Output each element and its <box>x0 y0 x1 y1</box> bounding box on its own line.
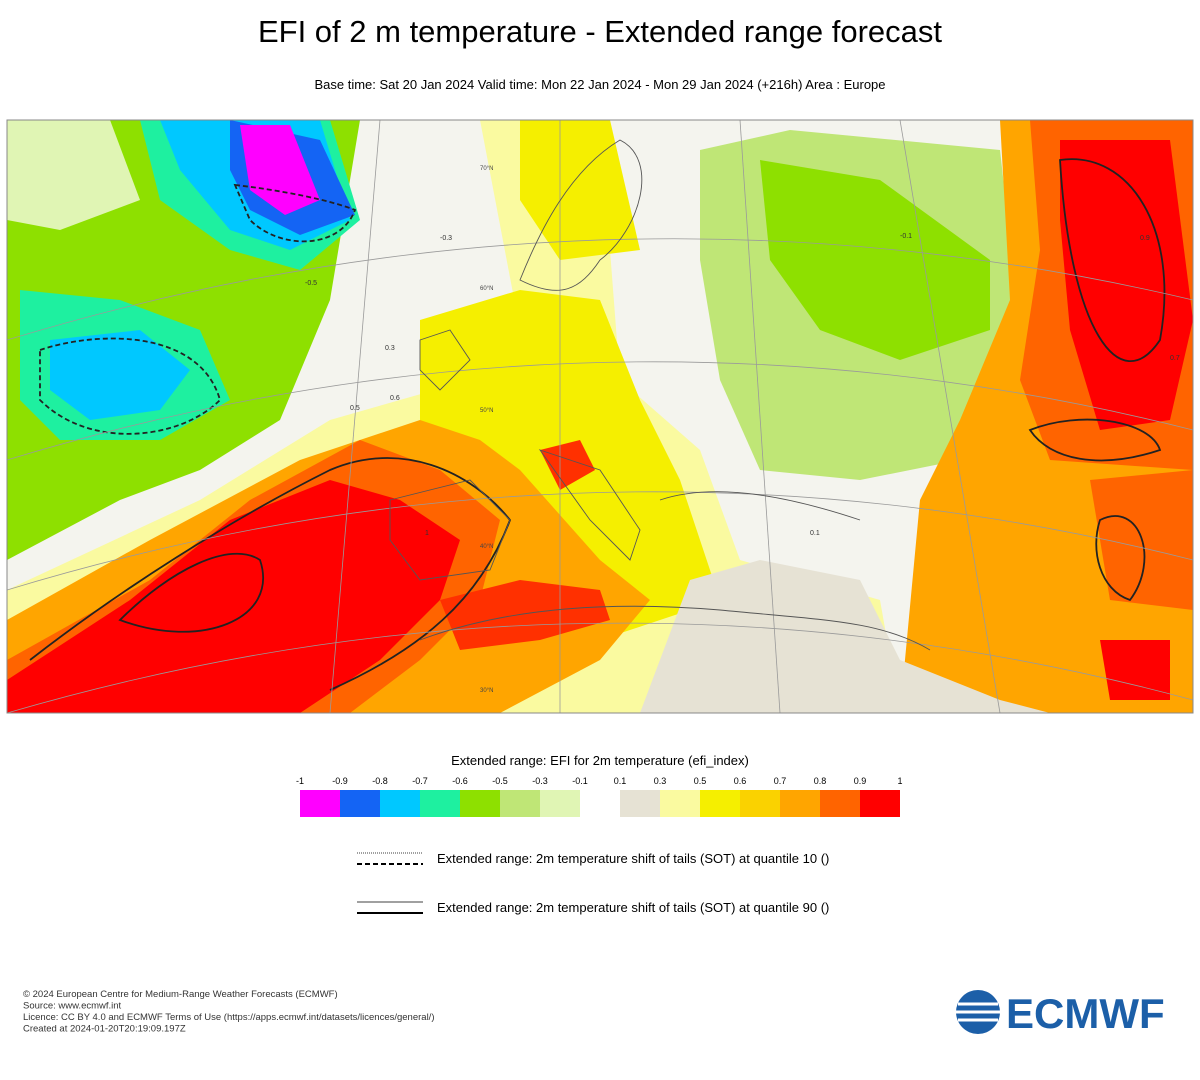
colorbar: -1 -0.9 -0.8 -0.7 -0.6 -0.5 -0.3 -0.1 0.1 0.3 0.5 0… <box>296 776 903 817</box>
colorbar-tick-label: -0.7 <box>412 776 428 786</box>
colorbar-tick-label: 0.6 <box>734 776 747 786</box>
colorbar-tick-label: 0.3 <box>654 776 667 786</box>
colorbar-bin <box>660 790 700 817</box>
colorbar-tick-label: -0.6 <box>452 776 468 786</box>
legend-label: Extended range: 2m temperature shift of … <box>437 851 829 866</box>
colorbar-tick-label: 1 <box>897 776 902 786</box>
contour-label: 0.1 <box>810 530 820 537</box>
sot-10-contours <box>39 183 357 435</box>
colorbar-tick-label: -0.8 <box>372 776 388 786</box>
colorbar-tick-label: 0.5 <box>694 776 707 786</box>
colorbar-tick-label: 0.1 <box>614 776 627 786</box>
contour-label: 1 <box>425 530 429 537</box>
latitude-label: 60°N <box>480 286 493 292</box>
colorbar-tick-label: -1 <box>296 776 304 786</box>
graticule <box>7 120 1193 713</box>
colorbar-bin <box>860 790 900 817</box>
colorbar-bin <box>500 790 540 817</box>
colorbar-bin <box>300 790 340 817</box>
footer: © 2024 European Centre for Medium-Range … <box>23 989 435 1035</box>
latitude-label: 50°N <box>480 408 493 414</box>
colorbar-tick-label: -0.3 <box>532 776 548 786</box>
contour-label: -0.1 <box>900 233 912 240</box>
colorbar-tick-label: 0.7 <box>774 776 787 786</box>
coastlines <box>389 139 931 651</box>
contour-label: -0.3 <box>440 235 452 242</box>
colorbar-bin <box>420 790 460 817</box>
contour-label: 0.7 <box>1170 355 1180 362</box>
logo: ECMWF <box>956 990 1165 1037</box>
legend: Extended range: 2m temperature shift of … <box>357 851 829 915</box>
contour-label: -0.5 <box>305 280 317 287</box>
colorbar-bin <box>380 790 420 817</box>
map-frame <box>6 119 1194 714</box>
colorbar-bin <box>700 790 740 817</box>
colorbar-bin <box>820 790 860 817</box>
colorbar-tick-label: 0.9 <box>854 776 867 786</box>
colorbar-bin <box>740 790 780 817</box>
latitude-label: 40°N <box>480 544 493 550</box>
footer-line: © 2024 European Centre for Medium-Range … <box>23 989 338 1000</box>
colorbar-bin <box>620 790 660 817</box>
title: EFI of 2 m temperature - Extended range … <box>258 14 942 49</box>
footer-line: Source: www.ecmwf.int <box>23 1001 122 1012</box>
footer-line: Created at 2024-01-20T20:19:09.197Z <box>23 1024 186 1035</box>
colorbar-bin <box>540 790 580 817</box>
colorbar-bin <box>580 790 620 817</box>
colorbar-bin <box>780 790 820 817</box>
contour-label: 0.3 <box>385 345 395 352</box>
contour-label: 0.6 <box>390 395 400 402</box>
colorbar-bin <box>340 790 380 817</box>
legend-label: Extended range: 2m temperature shift of … <box>437 900 829 915</box>
colorbar-bin <box>460 790 500 817</box>
subtitle: Base time: Sat 20 Jan 2024 Valid time: M… <box>314 77 885 92</box>
colorbar-tick-label: -0.9 <box>332 776 348 786</box>
colorbar-title: Extended range: EFI for 2m temperature (… <box>451 753 749 768</box>
latitude-label: 70°N <box>480 166 493 172</box>
contour-label: 0.5 <box>350 405 360 412</box>
latitude-label: 30°N <box>480 688 493 694</box>
contour-label: 0.9 <box>1140 235 1150 242</box>
colorbar-tick-label: 0.8 <box>814 776 827 786</box>
colorbar-tick-label: -0.1 <box>572 776 588 786</box>
sot-90-contours <box>29 158 1166 691</box>
map: 70°N 60°N 50°N 40°N 30°N 0.5 0.3 0.1 -0.1 -0.3 -0… <box>7 120 1193 713</box>
colorbar-tick-label: -0.5 <box>492 776 508 786</box>
logo-text: ECMWF <box>1006 990 1165 1037</box>
footer-line: Licence: CC BY 4.0 and ECMWF Terms of Us… <box>23 1012 435 1023</box>
